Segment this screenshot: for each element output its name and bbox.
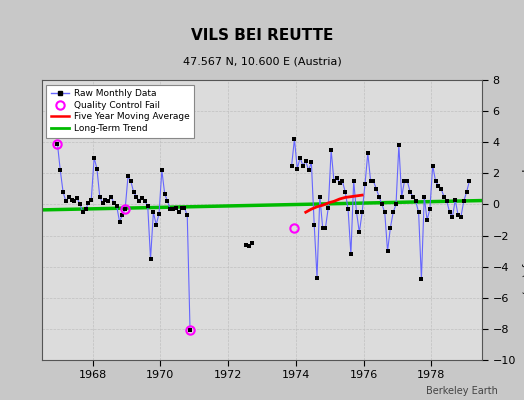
Text: VILS BEI REUTTE: VILS BEI REUTTE	[191, 28, 333, 43]
Y-axis label: Temperature Anomaly (°C): Temperature Anomaly (°C)	[521, 146, 524, 294]
Text: Berkeley Earth: Berkeley Earth	[426, 386, 498, 396]
Text: 47.567 N, 10.600 E (Austria): 47.567 N, 10.600 E (Austria)	[183, 56, 341, 66]
Legend: Raw Monthly Data, Quality Control Fail, Five Year Moving Average, Long-Term Tren: Raw Monthly Data, Quality Control Fail, …	[47, 84, 194, 138]
